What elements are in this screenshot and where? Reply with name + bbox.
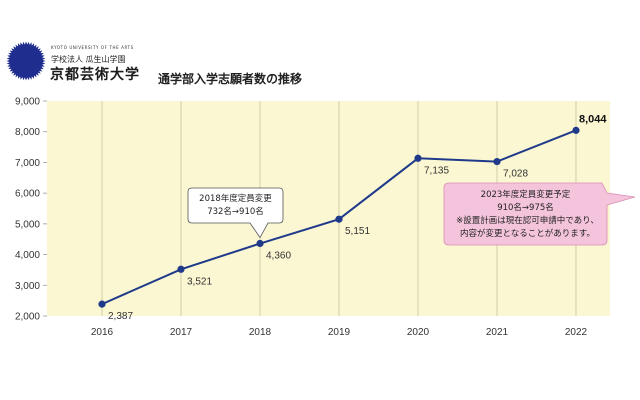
data-label: 3,521	[187, 276, 212, 287]
y-tick-label: 6,000	[15, 189, 40, 200]
y-tick-label: 7,000	[15, 158, 40, 169]
data-point	[335, 215, 343, 223]
x-tick-label: 2016	[91, 327, 114, 338]
logo-sunburst-shape	[6, 41, 46, 81]
university-english-name: KYOTO UNIVERSITY OF THE ARTS	[51, 45, 134, 50]
callout-2018-box	[187, 187, 284, 239]
y-tick-label: 5,000	[15, 219, 40, 230]
x-tick-label: 2022	[565, 327, 588, 338]
corporation-name: 学校法人 瓜生山学園	[51, 55, 126, 64]
data-point	[414, 154, 422, 162]
x-tick-label: 2019	[328, 327, 351, 338]
data-label: 2,387	[108, 311, 133, 322]
callout-2018-line: 732名→910名	[207, 206, 264, 217]
chart-title: 通学部入学志願者数の推移	[158, 72, 303, 86]
y-tick-label: 3,000	[15, 281, 40, 292]
callout-2023-line: 内容が変更となることがあります。	[460, 228, 595, 239]
y-tick-label: 2,000	[15, 312, 40, 323]
university-name: 京都芸術大学	[50, 67, 140, 83]
data-label: 7,028	[503, 169, 528, 180]
x-tick-label: 2020	[407, 327, 430, 338]
data-point	[572, 126, 580, 134]
y-tick-label: 8,000	[15, 127, 40, 138]
callout-2023-line: 2023年度定員変更予定	[481, 189, 571, 200]
x-tick-label: 2021	[486, 327, 509, 338]
data-label: 8,044	[579, 113, 607, 125]
data-label: 5,151	[345, 226, 370, 237]
callout-2023-line: ※設置計画は現在認可申請中であり、	[456, 215, 599, 226]
data-point	[256, 239, 264, 248]
data-point	[177, 265, 185, 273]
callout-2018-line: 2018年度定員変更	[199, 193, 272, 204]
callout-2023-line: 910名→975名	[497, 202, 554, 213]
x-tick-label: 2017	[170, 327, 193, 338]
data-label: 4,360	[266, 251, 291, 262]
header: KYOTO UNIVERSITY OF THE ARTS 学校法人 瓜生山学園 …	[0, 0, 640, 100]
callout-2023-box	[443, 182, 636, 246]
data-point	[493, 157, 501, 166]
x-tick-label: 2018	[249, 327, 272, 338]
data-label: 7,135	[424, 165, 449, 176]
y-tick-label: 4,000	[15, 250, 40, 261]
y-tick-label: 9,000	[15, 97, 40, 108]
university-logo-icon	[6, 41, 46, 81]
data-point	[98, 300, 106, 308]
